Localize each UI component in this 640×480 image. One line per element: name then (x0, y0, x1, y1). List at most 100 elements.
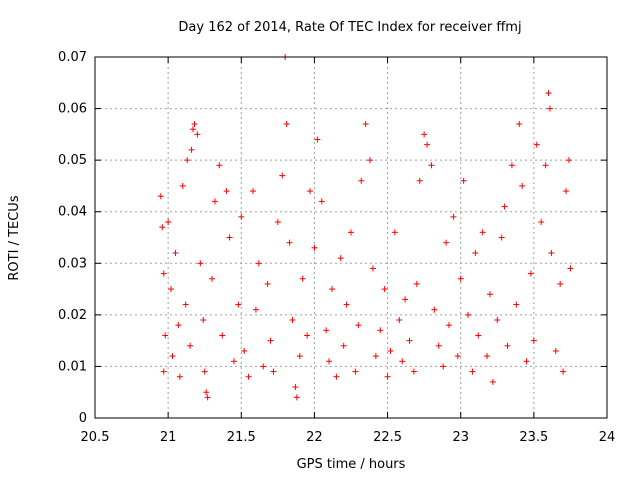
data-point (235, 301, 242, 308)
data-point (513, 301, 520, 308)
data-point (362, 121, 369, 128)
data-point (292, 384, 299, 391)
data-point (191, 121, 198, 128)
data-point (396, 317, 403, 324)
data-point (238, 213, 245, 220)
data-point (527, 270, 534, 277)
data-point (381, 286, 388, 293)
data-point (159, 224, 166, 231)
data-point (188, 146, 195, 153)
data-point (542, 162, 549, 169)
data-point (267, 337, 274, 344)
data-point (160, 368, 167, 375)
data-point (201, 368, 208, 375)
data-point (179, 182, 186, 189)
data-point (209, 275, 216, 282)
data-point (479, 229, 486, 236)
data-point (260, 363, 267, 370)
data-point (440, 363, 447, 370)
data-point (283, 121, 290, 128)
y-tick-label: 0 (79, 411, 87, 426)
data-point (197, 260, 204, 267)
x-tick-label: 22 (306, 430, 323, 445)
data-point (530, 337, 537, 344)
data-point (546, 105, 553, 112)
y-tick-label: 0.04 (58, 205, 87, 220)
data-point (416, 177, 423, 184)
y-axis-ticks: 0 0.01 0.02 0.03 0.04 0.05 0.06 0.07 (58, 50, 607, 426)
data-point (367, 157, 374, 164)
x-axis-label: GPS time / hours (297, 457, 406, 472)
data-point (428, 162, 435, 169)
data-point (533, 141, 540, 148)
data-point (172, 249, 179, 256)
data-point (358, 177, 365, 184)
data-point (450, 213, 457, 220)
data-point (223, 188, 230, 195)
y-tick-label: 0.06 (58, 102, 87, 117)
data-point (182, 301, 189, 308)
data-point (279, 172, 286, 179)
data-point (274, 219, 281, 226)
data-point (293, 394, 300, 401)
data-point (465, 311, 472, 318)
grid-lines (95, 57, 607, 418)
data-point (337, 255, 344, 262)
data-point (190, 126, 197, 133)
data-point (557, 280, 564, 287)
chart-title: Day 162 of 2014, Rate Of TEC Index for r… (178, 20, 521, 35)
x-tick-label: 22.5 (373, 430, 402, 445)
x-tick-label: 21 (160, 430, 177, 445)
data-point (226, 234, 233, 241)
data-point (169, 353, 176, 360)
data-point (501, 203, 508, 210)
data-point (264, 280, 271, 287)
data-point (160, 270, 167, 277)
data-point (165, 219, 172, 226)
data-point (475, 332, 482, 339)
data-point (410, 368, 417, 375)
data-point (352, 368, 359, 375)
data-point (333, 373, 340, 380)
data-point (252, 306, 259, 313)
data-point (326, 358, 333, 365)
plot-frame (94, 56, 608, 419)
data-point (446, 322, 453, 329)
data-point (472, 249, 479, 256)
data-point (187, 342, 194, 349)
data-points (157, 54, 574, 401)
y-tick-label: 0.03 (58, 256, 87, 271)
x-tick-label: 20.5 (81, 430, 110, 445)
data-point (175, 322, 182, 329)
data-point (519, 182, 526, 189)
data-point (508, 162, 515, 169)
data-point (328, 286, 335, 293)
data-point (424, 141, 431, 148)
data-point (523, 358, 530, 365)
data-point (299, 275, 306, 282)
data-point (387, 347, 394, 354)
data-point (494, 317, 501, 324)
data-point (372, 353, 379, 360)
data-point (307, 188, 314, 195)
data-point (489, 378, 496, 385)
x-axis-ticks: 20.5 21 21.5 22 22.5 23 23.5 24 (81, 57, 615, 445)
data-point (565, 157, 572, 164)
data-point (270, 368, 277, 375)
y-axis-label: ROTI / TECUs (7, 195, 22, 280)
data-point (399, 358, 406, 365)
data-point (504, 342, 511, 349)
data-point (249, 188, 256, 195)
data-point (289, 317, 296, 324)
data-point (204, 394, 211, 401)
data-point (548, 249, 555, 256)
data-point (343, 301, 350, 308)
data-point (552, 347, 559, 354)
data-point (194, 131, 201, 138)
data-point (457, 275, 464, 282)
data-point (162, 332, 169, 339)
data-point (538, 219, 545, 226)
data-point (200, 317, 207, 324)
data-point (545, 90, 552, 97)
